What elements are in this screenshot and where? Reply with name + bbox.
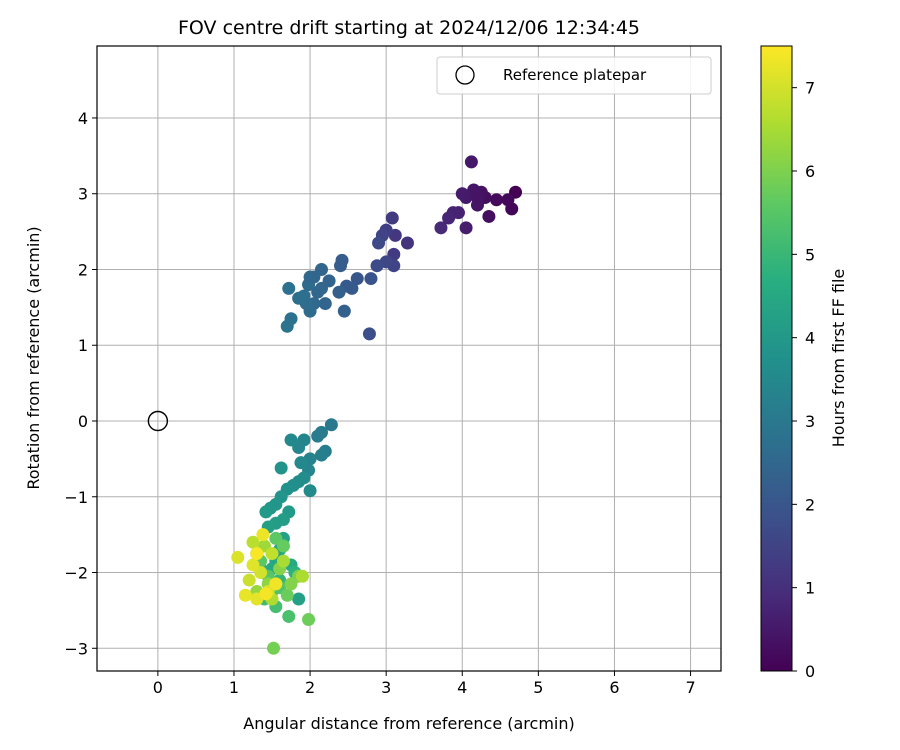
y-axis-ticks: −3 −2 −1 0 1 2 3 4 <box>64 109 97 658</box>
data-point <box>231 550 245 564</box>
y-tick-label: −3 <box>64 639 88 658</box>
data-point <box>318 297 332 311</box>
data-point <box>324 418 338 432</box>
x-tick-label: 5 <box>533 678 543 697</box>
data-point <box>303 484 317 498</box>
plot-frame <box>96 45 722 672</box>
data-point <box>282 281 296 295</box>
colorbar-tick-label: 3 <box>805 412 815 431</box>
y-tick-label: 2 <box>78 260 88 279</box>
data-point <box>362 327 376 341</box>
colorbar-tick-label: 5 <box>805 245 815 264</box>
data-point <box>280 319 294 333</box>
y-tick-label: 1 <box>78 336 88 355</box>
colorbar-tick-label: 6 <box>805 162 815 181</box>
data-point <box>372 236 386 250</box>
colorbar-tick-label: 7 <box>805 79 815 98</box>
data-point <box>350 272 364 286</box>
data-point <box>265 547 279 561</box>
colorbar-tick-label: 2 <box>805 495 815 514</box>
colorbar-tick-label: 4 <box>805 329 815 348</box>
y-axis-label: Rotation from reference (arcmin) <box>24 226 43 489</box>
data-point <box>442 211 456 225</box>
data-point <box>242 573 256 587</box>
data-point <box>314 281 328 295</box>
data-point <box>332 285 346 299</box>
data-point <box>292 592 306 606</box>
data-point <box>259 505 273 519</box>
x-tick-label: 2 <box>305 678 315 697</box>
reference-platepar-marker <box>147 410 169 432</box>
data-points <box>231 155 523 655</box>
data-point <box>274 461 288 475</box>
data-point <box>311 429 325 443</box>
data-point <box>284 433 298 447</box>
data-point <box>501 193 515 207</box>
data-point <box>334 259 348 273</box>
data-point <box>259 587 273 601</box>
x-tick-label: 6 <box>609 678 619 697</box>
x-axis-ticks: 0 1 2 3 4 5 6 7 <box>153 671 696 697</box>
colorbar-label: Hours from first FF file <box>829 269 848 448</box>
data-point <box>292 291 306 305</box>
data-point <box>464 155 478 169</box>
y-tick-label: 3 <box>78 185 88 204</box>
y-tick-label: −2 <box>64 564 88 583</box>
data-point <box>314 448 328 462</box>
y-tick-label: 4 <box>78 109 88 128</box>
data-point <box>385 211 399 225</box>
data-point <box>267 641 281 655</box>
data-point <box>364 272 378 286</box>
x-axis-label: Angular distance from reference (arcmin) <box>243 714 574 733</box>
data-point <box>459 221 473 235</box>
data-point <box>280 588 294 602</box>
data-point <box>246 535 260 549</box>
data-point <box>284 577 298 591</box>
data-point <box>294 456 308 470</box>
data-point <box>276 554 290 568</box>
x-tick-label: 0 <box>153 678 163 697</box>
data-point <box>370 259 384 273</box>
reference-point <box>147 410 169 432</box>
data-point <box>282 609 296 623</box>
data-point <box>295 569 309 583</box>
x-tick-label: 4 <box>457 678 467 697</box>
x-tick-label: 3 <box>381 678 391 697</box>
colorbar: 0 1 2 3 4 5 6 7 Hours from first FF file <box>760 45 848 681</box>
data-point <box>238 588 252 602</box>
x-tick-label: 7 <box>685 678 695 697</box>
colorbar-ticks: 0 1 2 3 4 5 6 7 <box>792 79 815 681</box>
data-point <box>276 539 290 553</box>
data-point <box>470 191 484 205</box>
chart-title: FOV centre drift starting at 2024/12/06 … <box>178 17 640 39</box>
grid-lines <box>97 46 721 671</box>
legend[interactable]: Reference platepar <box>436 56 712 95</box>
data-point <box>490 193 504 207</box>
data-point <box>434 221 448 235</box>
colorbar-tick-label: 0 <box>805 662 815 681</box>
legend-box <box>436 56 712 95</box>
legend-open-circle-icon <box>455 65 475 85</box>
data-point <box>482 209 496 223</box>
data-point <box>269 577 283 591</box>
y-tick-label: −1 <box>64 488 88 507</box>
colorbar-tick-label: 1 <box>805 579 815 598</box>
data-point <box>303 270 317 284</box>
data-point <box>337 304 351 318</box>
data-point <box>256 528 270 542</box>
data-point <box>455 187 469 201</box>
legend-entry-reference-platepar: Reference platepar <box>503 66 647 84</box>
x-tick-label: 1 <box>229 678 239 697</box>
data-point <box>246 558 260 572</box>
data-point <box>400 236 414 250</box>
data-point <box>250 547 264 561</box>
colorbar-gradient <box>760 45 793 672</box>
y-tick-label: 0 <box>78 412 88 431</box>
data-point <box>302 612 316 626</box>
